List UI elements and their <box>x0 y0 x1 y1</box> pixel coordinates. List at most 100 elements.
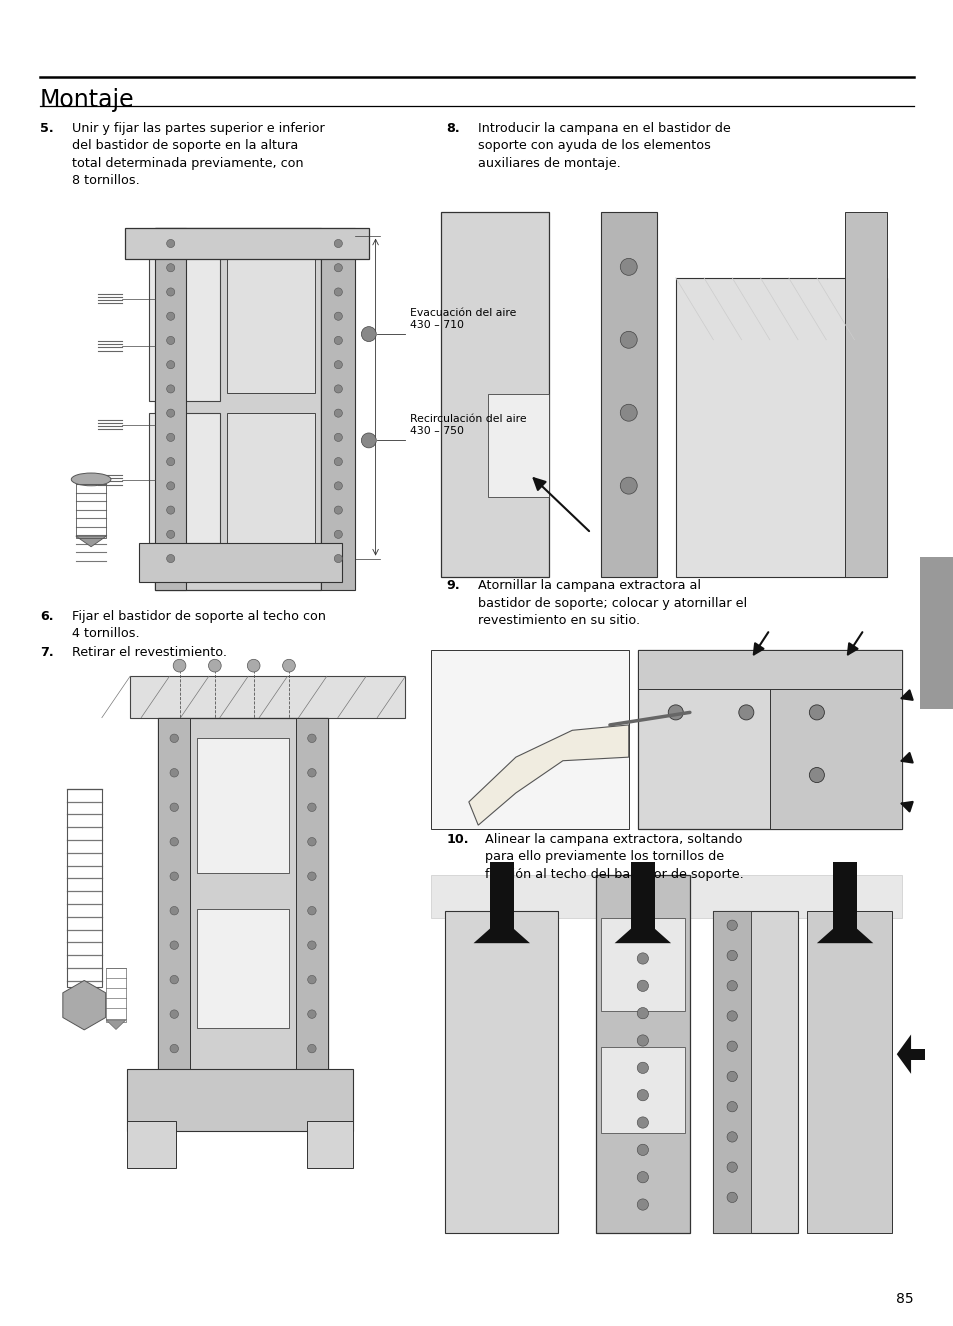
Circle shape <box>167 434 174 442</box>
Text: Evacuación del aire
430 – 710: Evacuación del aire 430 – 710 <box>410 308 517 330</box>
Circle shape <box>334 530 342 538</box>
Circle shape <box>361 326 375 342</box>
Circle shape <box>619 332 637 349</box>
Circle shape <box>334 481 342 489</box>
Circle shape <box>334 240 342 248</box>
Circle shape <box>637 1008 648 1018</box>
Circle shape <box>637 1199 648 1211</box>
Circle shape <box>167 264 174 272</box>
Circle shape <box>170 769 178 777</box>
Text: Unir y fijar las partes superior e inferior
del bastidor de soporte en la altura: Unir y fijar las partes superior e infer… <box>71 122 324 187</box>
Polygon shape <box>473 918 530 943</box>
Circle shape <box>167 481 174 489</box>
Circle shape <box>334 507 342 514</box>
Circle shape <box>726 1071 737 1082</box>
Circle shape <box>167 240 174 248</box>
Circle shape <box>726 1131 737 1142</box>
Bar <box>306 1120 353 1168</box>
Circle shape <box>170 976 178 984</box>
Bar <box>769 650 901 829</box>
Bar <box>67 789 102 987</box>
Bar <box>919 557 953 709</box>
Circle shape <box>167 530 174 538</box>
Circle shape <box>637 980 648 992</box>
Circle shape <box>334 264 342 272</box>
Circle shape <box>167 312 174 321</box>
Circle shape <box>167 288 174 296</box>
Bar <box>806 911 891 1233</box>
Text: Recirculación del aire
430 – 750: Recirculación del aire 430 – 750 <box>410 414 526 436</box>
Bar <box>844 212 886 577</box>
Bar <box>149 244 219 400</box>
Bar <box>713 911 798 1233</box>
Circle shape <box>667 705 682 720</box>
Circle shape <box>170 735 178 743</box>
Circle shape <box>334 288 342 296</box>
Circle shape <box>738 705 753 720</box>
Text: 5.: 5. <box>40 122 53 135</box>
Bar <box>833 862 856 943</box>
Circle shape <box>334 434 342 442</box>
Circle shape <box>173 659 186 672</box>
Circle shape <box>308 976 315 984</box>
Bar <box>631 862 654 943</box>
Circle shape <box>334 554 342 562</box>
Text: 10.: 10. <box>446 833 469 846</box>
Circle shape <box>726 1010 737 1021</box>
Circle shape <box>167 410 174 418</box>
Circle shape <box>170 873 178 880</box>
Circle shape <box>308 907 315 915</box>
Circle shape <box>308 941 315 949</box>
Text: 6.: 6. <box>40 610 53 623</box>
Circle shape <box>170 1010 178 1018</box>
Bar <box>638 650 901 829</box>
Circle shape <box>167 385 174 392</box>
Bar <box>295 717 328 1079</box>
Circle shape <box>308 873 315 880</box>
Circle shape <box>170 941 178 949</box>
Circle shape <box>334 410 342 418</box>
Circle shape <box>726 1041 737 1052</box>
Bar <box>440 212 548 577</box>
Circle shape <box>726 951 737 961</box>
Polygon shape <box>76 536 106 546</box>
Circle shape <box>361 434 375 448</box>
Circle shape <box>637 1062 648 1074</box>
Circle shape <box>282 659 295 672</box>
Circle shape <box>170 804 178 812</box>
Bar <box>197 739 289 873</box>
Circle shape <box>334 312 342 321</box>
Bar <box>596 875 689 1233</box>
Text: Montaje: Montaje <box>40 88 134 111</box>
Circle shape <box>726 980 737 991</box>
Bar <box>445 911 558 1233</box>
Circle shape <box>167 457 174 465</box>
Bar <box>487 395 548 496</box>
Circle shape <box>637 1034 648 1046</box>
Bar <box>713 911 750 1233</box>
Polygon shape <box>106 1020 126 1029</box>
Circle shape <box>637 1172 648 1183</box>
Bar <box>321 228 355 590</box>
Bar <box>431 650 628 829</box>
Circle shape <box>167 361 174 369</box>
Circle shape <box>637 953 648 964</box>
Circle shape <box>167 507 174 514</box>
Circle shape <box>308 735 315 743</box>
Bar <box>490 862 513 943</box>
Bar <box>226 244 314 394</box>
Text: 85: 85 <box>896 1292 913 1306</box>
Circle shape <box>619 259 637 276</box>
Text: Fijar el bastidor de soporte al techo con
4 tornillos.: Fijar el bastidor de soporte al techo co… <box>71 610 325 640</box>
Circle shape <box>726 920 737 931</box>
Circle shape <box>637 926 648 936</box>
Circle shape <box>808 768 823 782</box>
Circle shape <box>637 1144 648 1155</box>
Polygon shape <box>816 918 872 943</box>
Bar <box>130 676 405 717</box>
Circle shape <box>170 1045 178 1053</box>
Ellipse shape <box>71 473 111 485</box>
Bar <box>106 968 126 1022</box>
Bar <box>125 228 369 260</box>
Circle shape <box>637 1116 648 1128</box>
